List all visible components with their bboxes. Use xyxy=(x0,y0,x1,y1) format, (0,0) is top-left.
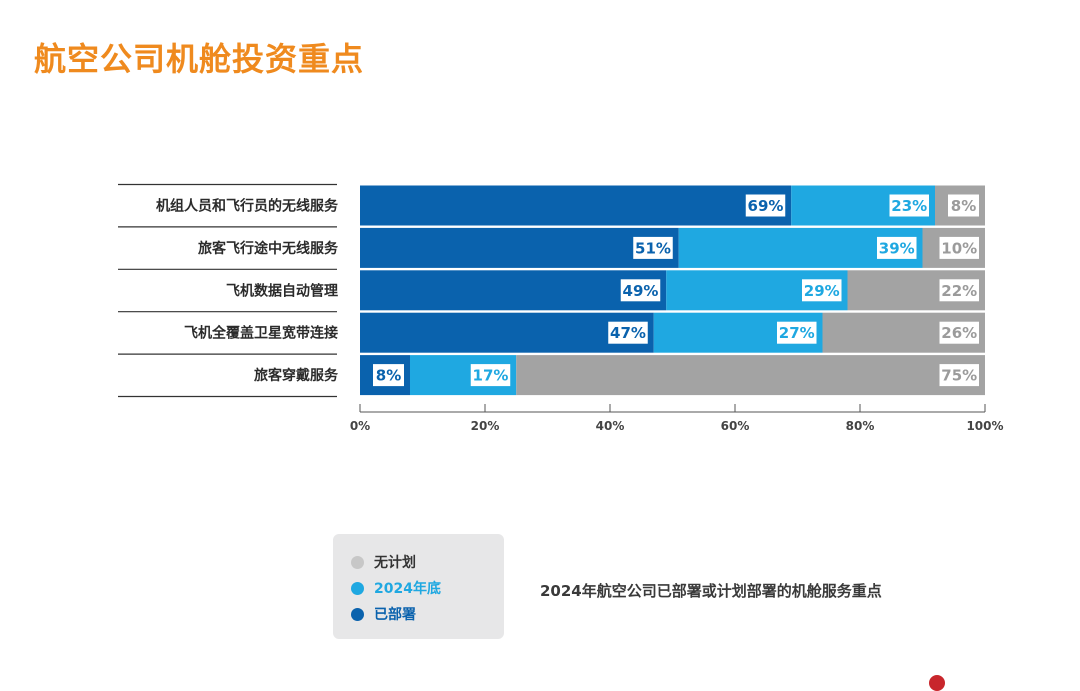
category-label: 飞机数据自动管理 xyxy=(226,282,338,299)
category-label: 飞机全覆盖卫星宽带连接 xyxy=(184,325,338,342)
category-label: 机组人员和飞行员的无线服务 xyxy=(156,198,339,215)
data-label-box xyxy=(633,236,673,259)
chart-subtitle: 2024年航空公司已部署或计划部署的机舱服务重点 xyxy=(540,582,882,600)
data-label-box xyxy=(470,364,511,387)
data-label: 22% xyxy=(939,279,979,302)
data-label: 75% xyxy=(939,364,979,387)
legend: 无计划 2024年底 已部署 xyxy=(333,534,504,639)
legend-item-2024: 2024年底 xyxy=(351,578,441,598)
page-title: 航空公司机舱投资重点 xyxy=(34,40,365,78)
bar-segment xyxy=(360,270,667,311)
x-tick-label: 100% xyxy=(966,419,1003,433)
data-label-text: 26% xyxy=(941,324,977,342)
data-label-box xyxy=(745,194,786,217)
data-label-text: 17% xyxy=(473,367,509,385)
data-label: 10% xyxy=(939,236,979,259)
data-label-text: 8% xyxy=(376,367,401,385)
data-label-text: 29% xyxy=(804,282,840,300)
data-label: 69% xyxy=(745,194,786,217)
data-label-text: 51% xyxy=(635,239,671,257)
data-label-text: 22% xyxy=(941,282,977,300)
corner-decoration-dot xyxy=(929,675,945,691)
legend-item-deployed: 已部署 xyxy=(351,604,416,624)
x-tick-label: 60% xyxy=(721,419,750,433)
data-label: 8% xyxy=(948,194,979,217)
bar-segment xyxy=(360,185,792,226)
data-label: 23% xyxy=(889,194,929,217)
data-label: 17% xyxy=(470,364,511,387)
data-label-box xyxy=(620,279,661,302)
bar-segment xyxy=(516,355,985,396)
data-label-text: 23% xyxy=(891,197,927,215)
data-label-box xyxy=(939,279,979,302)
category-label: 旅客穿戴服务 xyxy=(254,367,339,384)
legend-swatch-no-plan xyxy=(351,555,364,569)
x-tick-label: 0% xyxy=(350,419,370,433)
legend-label-deployed: 已部署 xyxy=(374,607,416,623)
data-label-text: 10% xyxy=(941,239,977,257)
data-label: 8% xyxy=(373,364,404,387)
legend-swatch-deployed xyxy=(351,607,364,621)
data-label: 29% xyxy=(802,279,842,302)
data-label-box xyxy=(877,236,917,259)
category-label: 旅客飞行途中无线服务 xyxy=(198,240,339,257)
data-label-box xyxy=(802,279,842,302)
data-label: 27% xyxy=(777,321,817,344)
data-label: 49% xyxy=(620,279,661,302)
data-label: 47% xyxy=(608,321,648,344)
legend-item-no-plan: 无计划 xyxy=(351,552,416,572)
data-label: 39% xyxy=(877,236,917,259)
data-label-box xyxy=(939,321,979,344)
data-label-box xyxy=(948,194,979,217)
data-label-text: 69% xyxy=(748,197,784,215)
data-label-text: 47% xyxy=(610,324,646,342)
data-label-text: 8% xyxy=(951,197,976,215)
legend-label-no-plan: 无计划 xyxy=(374,555,416,571)
bar-segment xyxy=(360,227,679,268)
data-label-box xyxy=(939,236,979,259)
data-label-box xyxy=(373,364,404,387)
legend-swatch-2024 xyxy=(351,581,364,595)
bar-segment xyxy=(360,312,654,353)
x-tick-label: 80% xyxy=(846,419,875,433)
data-label-box xyxy=(939,364,979,387)
x-tick-label: 20% xyxy=(471,419,500,433)
data-label-box xyxy=(777,321,817,344)
data-label-text: 27% xyxy=(779,324,815,342)
data-label: 26% xyxy=(939,321,979,344)
data-label: 51% xyxy=(633,236,673,259)
legend-label-2024: 2024年底 xyxy=(374,581,441,597)
data-label-text: 39% xyxy=(879,239,915,257)
data-label-text: 49% xyxy=(623,282,659,300)
data-label-text: 75% xyxy=(941,367,977,385)
data-label-box xyxy=(889,194,929,217)
x-tick-label: 40% xyxy=(596,419,625,433)
data-label-box xyxy=(608,321,648,344)
